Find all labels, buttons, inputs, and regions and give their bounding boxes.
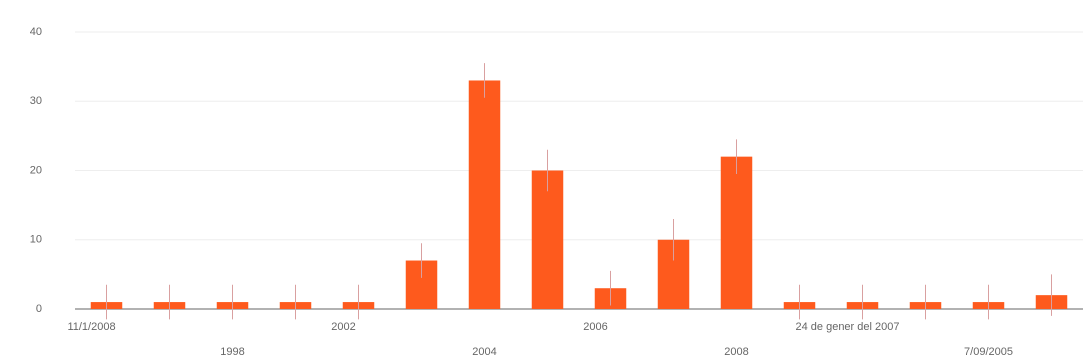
x-tick-label: 2002 xyxy=(331,321,355,333)
x-tick-label: 2004 xyxy=(472,346,496,358)
x-tick-label: 24 de gener del 2007 xyxy=(796,321,900,333)
y-tick-label: 10 xyxy=(30,234,42,246)
y-tick-label: 0 xyxy=(36,303,42,315)
x-tick-label: 2008 xyxy=(724,346,748,358)
y-tick-label: 40 xyxy=(30,26,42,38)
x-tick-label: 7/09/2005 xyxy=(964,346,1013,358)
x-tick-label: 11/1/2008 xyxy=(67,321,115,333)
y-tick-label: 30 xyxy=(30,95,42,107)
x-tick-label: 1998 xyxy=(220,346,244,358)
bar xyxy=(531,170,564,309)
bar xyxy=(720,156,753,309)
y-tick-label: 20 xyxy=(30,164,42,176)
bar xyxy=(468,80,501,309)
x-tick-label: 2006 xyxy=(583,321,607,333)
